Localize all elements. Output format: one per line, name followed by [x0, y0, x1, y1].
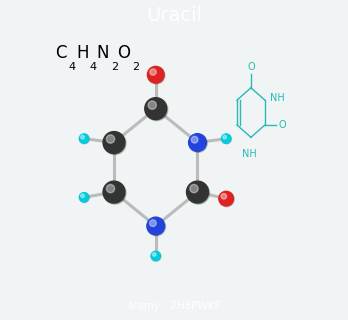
Circle shape — [148, 66, 164, 83]
Text: N: N — [96, 44, 109, 62]
Circle shape — [151, 252, 161, 261]
Text: alamy - 2H8PWKF: alamy - 2H8PWKF — [128, 300, 220, 311]
Circle shape — [150, 220, 156, 227]
Circle shape — [223, 135, 227, 139]
Circle shape — [187, 181, 208, 203]
Circle shape — [104, 182, 126, 204]
Circle shape — [221, 134, 231, 143]
Text: O: O — [279, 120, 286, 130]
Circle shape — [104, 132, 126, 155]
Circle shape — [190, 184, 198, 193]
Circle shape — [103, 132, 125, 154]
Circle shape — [106, 184, 115, 193]
Circle shape — [103, 181, 125, 203]
Text: 4: 4 — [90, 61, 97, 71]
Text: O: O — [117, 44, 130, 62]
Circle shape — [81, 135, 84, 139]
Circle shape — [81, 194, 84, 197]
Circle shape — [189, 134, 207, 152]
Text: H: H — [76, 44, 89, 62]
Circle shape — [219, 191, 234, 206]
Text: NH: NH — [242, 149, 257, 159]
Circle shape — [148, 101, 156, 109]
Circle shape — [221, 194, 227, 199]
Circle shape — [147, 217, 165, 235]
Circle shape — [191, 136, 198, 143]
Circle shape — [219, 192, 234, 207]
Circle shape — [189, 134, 206, 151]
Circle shape — [152, 253, 156, 256]
Circle shape — [148, 218, 166, 236]
Circle shape — [80, 134, 89, 144]
Circle shape — [145, 98, 168, 121]
Circle shape — [148, 67, 165, 84]
Circle shape — [151, 251, 160, 261]
Text: NH: NH — [270, 93, 284, 103]
Circle shape — [222, 134, 231, 144]
Text: C: C — [55, 44, 67, 62]
Text: Uracil: Uracil — [146, 6, 202, 25]
Text: 2: 2 — [132, 61, 139, 71]
Text: 2: 2 — [111, 61, 118, 71]
Text: O: O — [247, 61, 255, 72]
Text: 4: 4 — [69, 61, 76, 71]
Circle shape — [187, 182, 209, 204]
Circle shape — [150, 69, 156, 75]
Circle shape — [79, 134, 89, 143]
Circle shape — [80, 193, 89, 203]
Circle shape — [145, 98, 167, 120]
Circle shape — [79, 193, 89, 202]
Circle shape — [106, 135, 115, 143]
